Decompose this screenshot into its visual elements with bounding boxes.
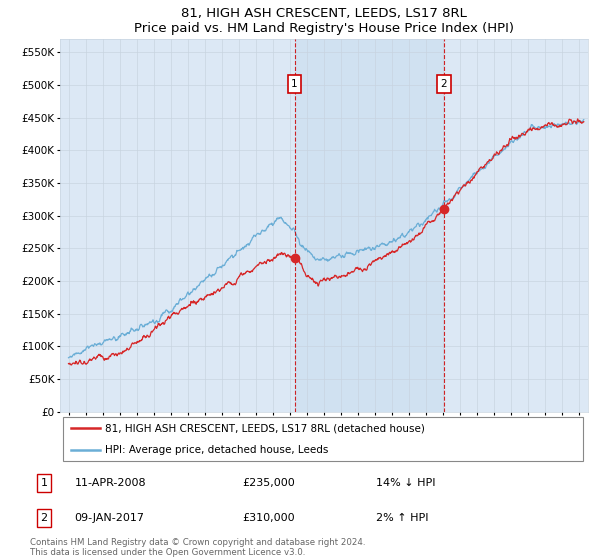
Text: HPI: Average price, detached house, Leeds: HPI: Average price, detached house, Leed… (105, 445, 328, 455)
Text: £310,000: £310,000 (242, 513, 295, 523)
Bar (295, 39, 444, 412)
Text: 81, HIGH ASH CRESCENT, LEEDS, LS17 8RL (detached house): 81, HIGH ASH CRESCENT, LEEDS, LS17 8RL (… (105, 423, 425, 433)
Title: 81, HIGH ASH CRESCENT, LEEDS, LS17 8RL
Price paid vs. HM Land Registry's House P: 81, HIGH ASH CRESCENT, LEEDS, LS17 8RL P… (134, 7, 514, 35)
Text: 2: 2 (40, 513, 47, 523)
Text: 1: 1 (40, 478, 47, 488)
Text: Contains HM Land Registry data © Crown copyright and database right 2024.
This d: Contains HM Land Registry data © Crown c… (30, 538, 365, 557)
Text: 11-APR-2008: 11-APR-2008 (74, 478, 146, 488)
Text: 09-JAN-2017: 09-JAN-2017 (74, 513, 145, 523)
Text: 1: 1 (291, 79, 298, 89)
FancyBboxPatch shape (62, 417, 583, 461)
Text: 2: 2 (440, 79, 447, 89)
Text: 14% ↓ HPI: 14% ↓ HPI (376, 478, 436, 488)
Text: 2% ↑ HPI: 2% ↑ HPI (376, 513, 428, 523)
Text: £235,000: £235,000 (242, 478, 295, 488)
